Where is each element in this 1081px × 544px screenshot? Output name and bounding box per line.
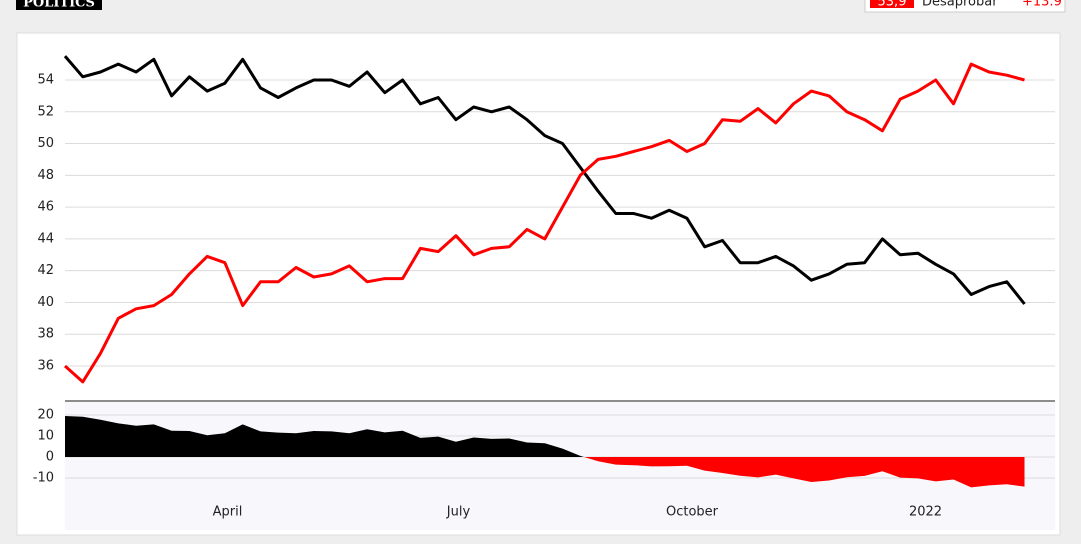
y-tick-label: 36 xyxy=(37,359,54,374)
logo: POLITICS xyxy=(23,0,95,11)
line xyxy=(64,62,1025,384)
y-tick-label: 54 xyxy=(37,72,54,87)
y-tick-label: 48 xyxy=(37,168,54,183)
y-tick-label: 40 xyxy=(37,295,54,310)
x-tick-label: October xyxy=(666,505,719,520)
logo-box xyxy=(16,0,102,10)
y-tick-label: 0 xyxy=(46,450,54,465)
x-tick-label: April xyxy=(213,505,243,520)
y-tick-label: 52 xyxy=(37,104,54,119)
y-tick-label: 10 xyxy=(37,429,54,444)
x-tick-label: July xyxy=(446,505,471,520)
summary-label: Desaprobar xyxy=(922,0,998,10)
y-tick-label: 50 xyxy=(37,136,54,151)
value-box xyxy=(870,0,914,8)
summary-box xyxy=(864,0,1066,13)
y-tick-label: 38 xyxy=(37,327,54,342)
summary-change: +13.9 xyxy=(1022,0,1062,10)
summary-value: 53,9 xyxy=(878,0,907,10)
y-tick-label: 42 xyxy=(37,263,54,278)
y-tick-label: 20 xyxy=(37,408,54,423)
line xyxy=(63,55,1026,305)
y-tick-label: 46 xyxy=(37,200,54,215)
spread-area xyxy=(65,416,1025,488)
y-tick-label: -10 xyxy=(33,471,54,486)
y-tick-label: 44 xyxy=(37,231,54,246)
x-tick-label: 2022 xyxy=(909,505,942,520)
